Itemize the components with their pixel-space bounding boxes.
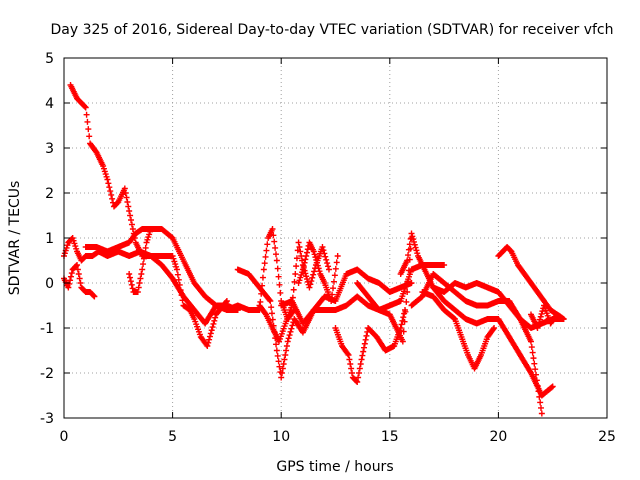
axis-ticks: 0 5 10 15 20 25 -3 -2 -1 0 1 2 3 4 5 <box>40 51 616 445</box>
series-arc-17 <box>495 244 567 322</box>
x-tick-label: 0 <box>60 429 69 445</box>
series-arc-8 <box>256 239 332 345</box>
plus-markers <box>332 307 409 385</box>
series-arc-5 <box>126 226 154 295</box>
x-tick-label: 25 <box>598 429 616 445</box>
plus-markers <box>61 262 98 300</box>
y-tick-label: -1 <box>40 321 54 337</box>
chart-title: Day 325 of 2016, Sidereal Day-to-day VTE… <box>50 22 613 38</box>
plus-markers <box>495 244 567 322</box>
series-arc-18 <box>527 302 567 331</box>
y-tick-label: -3 <box>40 411 54 427</box>
plus-markers <box>527 302 567 331</box>
y-tick-label: -2 <box>40 366 54 382</box>
x-axis-label: GPS time / hours <box>276 459 393 475</box>
y-tick-label: 4 <box>45 96 54 112</box>
series-arc-10 <box>295 239 341 304</box>
x-tick-label: 10 <box>272 429 290 445</box>
x-tick-label: 15 <box>381 429 399 445</box>
plus-markers <box>67 82 241 327</box>
plus-markers <box>256 239 332 345</box>
grid <box>64 58 607 418</box>
series-arc-4 <box>82 226 241 313</box>
y-tick-label: 5 <box>45 51 54 67</box>
series-arc-15 <box>419 289 498 372</box>
plus-markers <box>354 235 415 345</box>
y-tick-label: 0 <box>45 276 54 292</box>
plus-markers <box>419 289 498 372</box>
series-arc-11 <box>332 307 409 385</box>
series-arc-3 <box>61 262 98 300</box>
x-tick-label: 20 <box>489 429 507 445</box>
series-arc-12 <box>354 235 415 345</box>
y-axis-label: SDTVAR / TECUs <box>7 181 23 296</box>
plus-markers <box>82 226 241 313</box>
data-marks <box>61 82 567 417</box>
series-arc-1 <box>67 82 241 327</box>
y-tick-label: 3 <box>45 141 54 157</box>
y-tick-label: 2 <box>45 186 54 202</box>
x-tick-label: 5 <box>168 429 177 445</box>
y-tick-label: 1 <box>45 231 54 247</box>
plus-markers <box>126 226 154 295</box>
plus-markers <box>295 239 341 304</box>
